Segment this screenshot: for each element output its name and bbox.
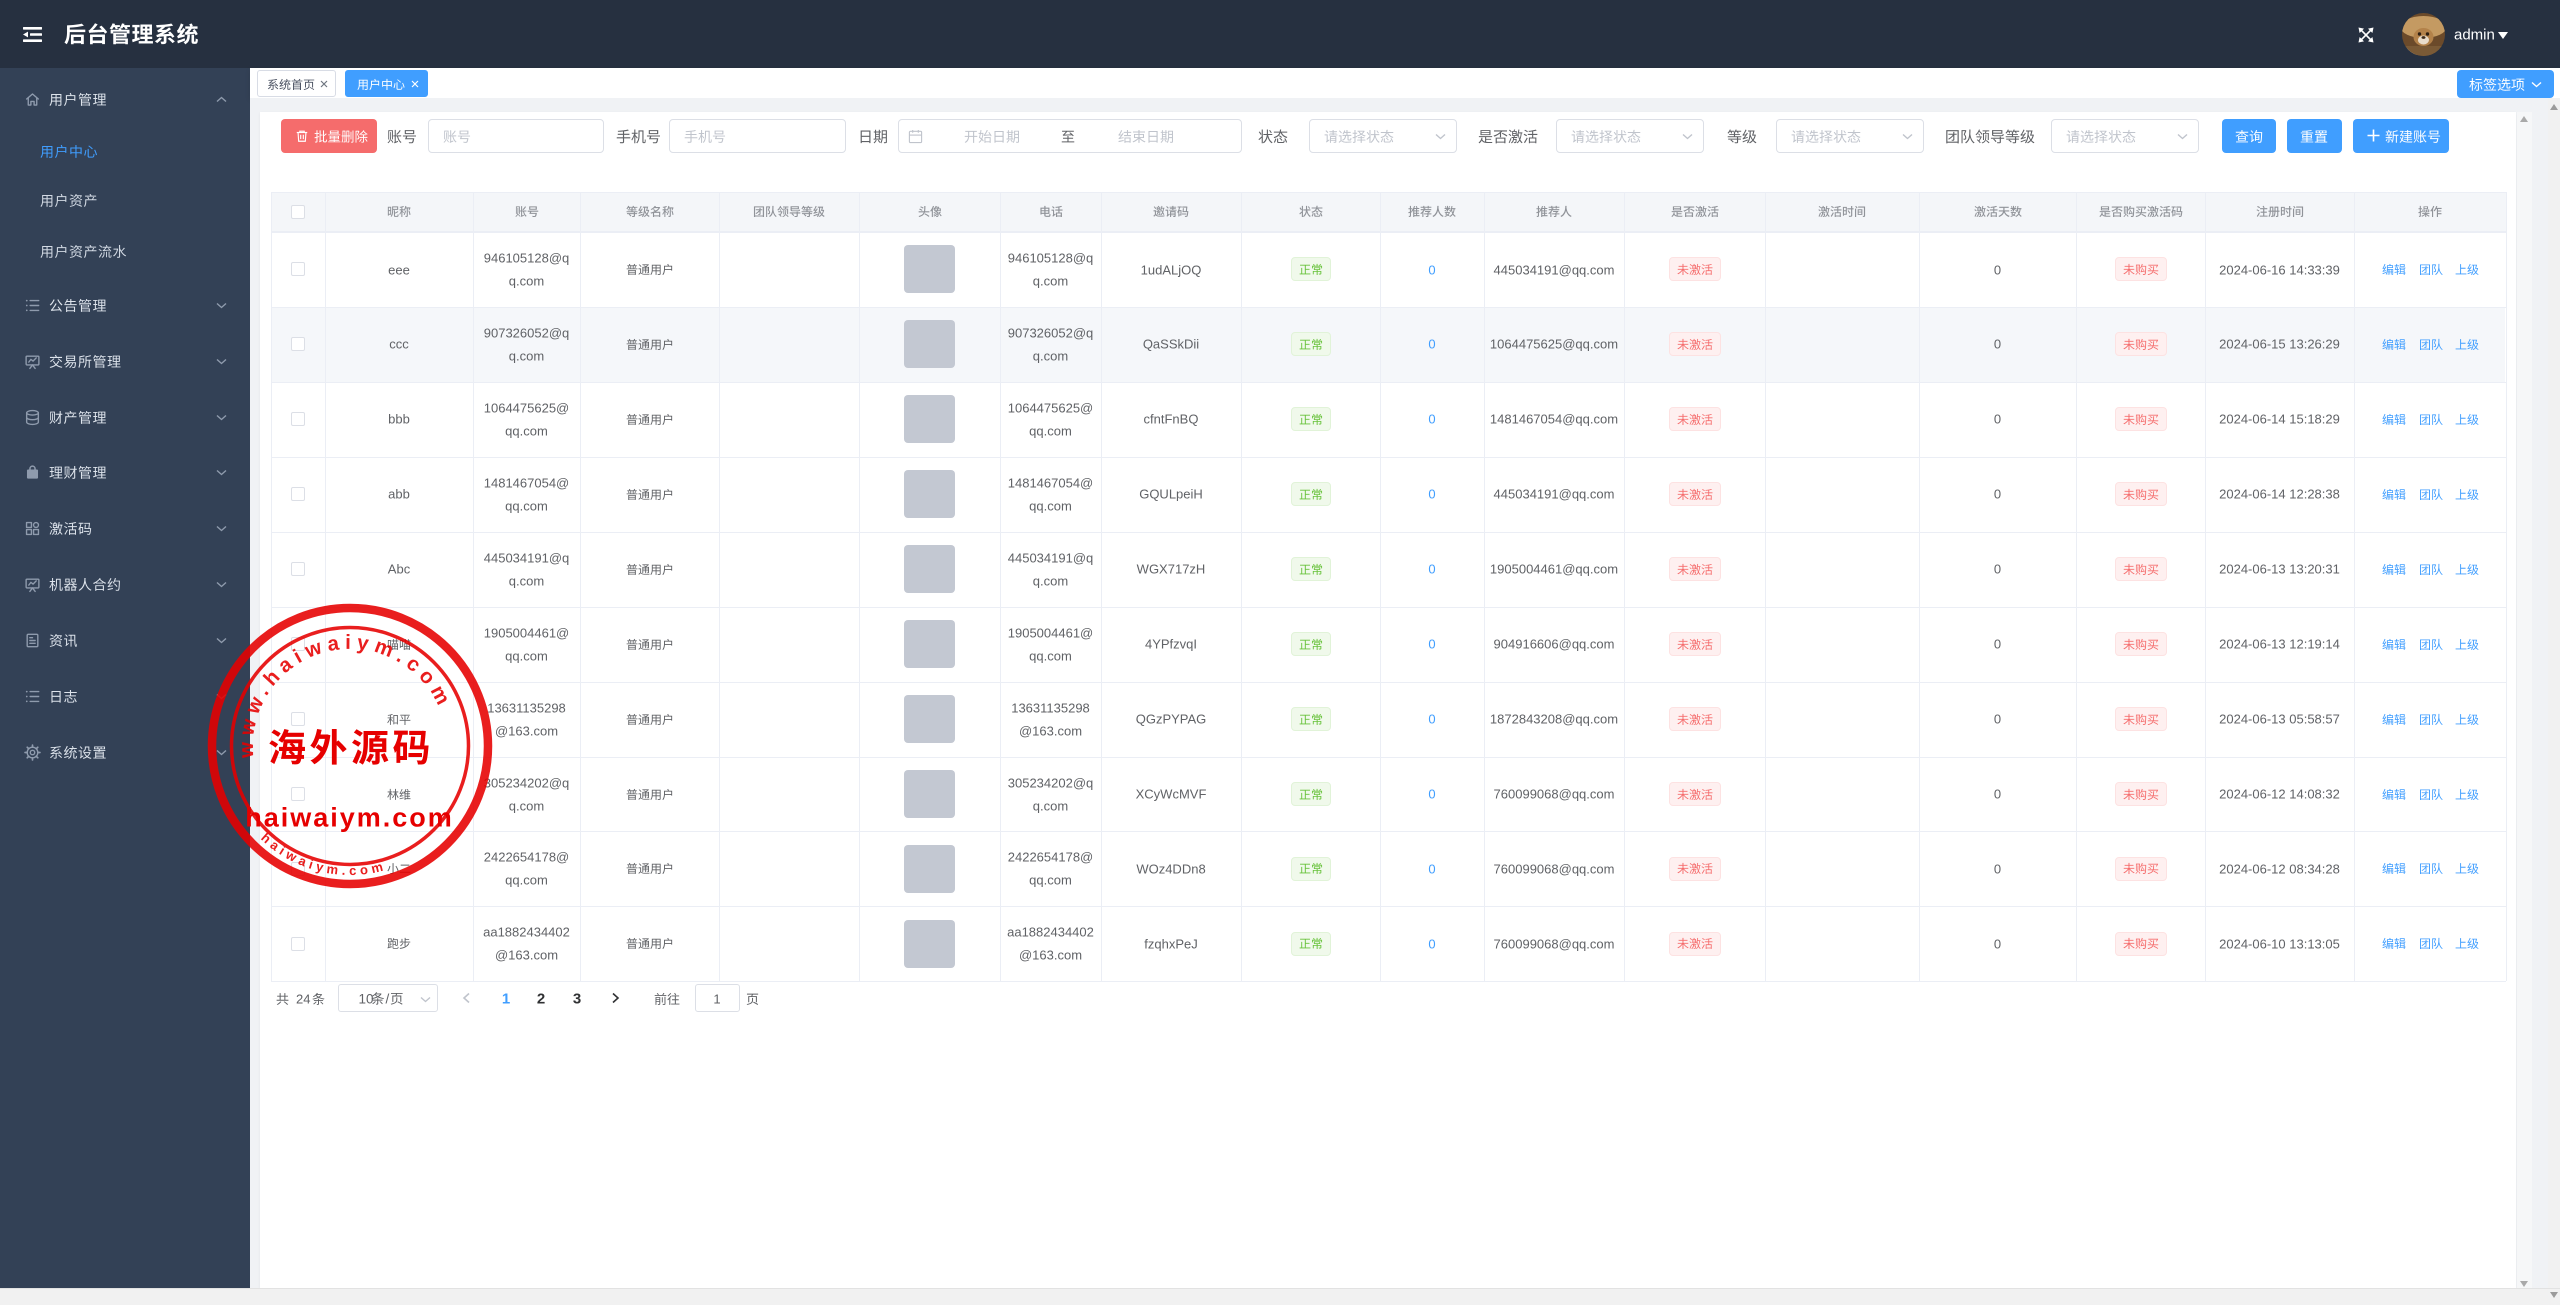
svg-text:haiwaiym.com: haiwaiym.com (258, 829, 388, 877)
